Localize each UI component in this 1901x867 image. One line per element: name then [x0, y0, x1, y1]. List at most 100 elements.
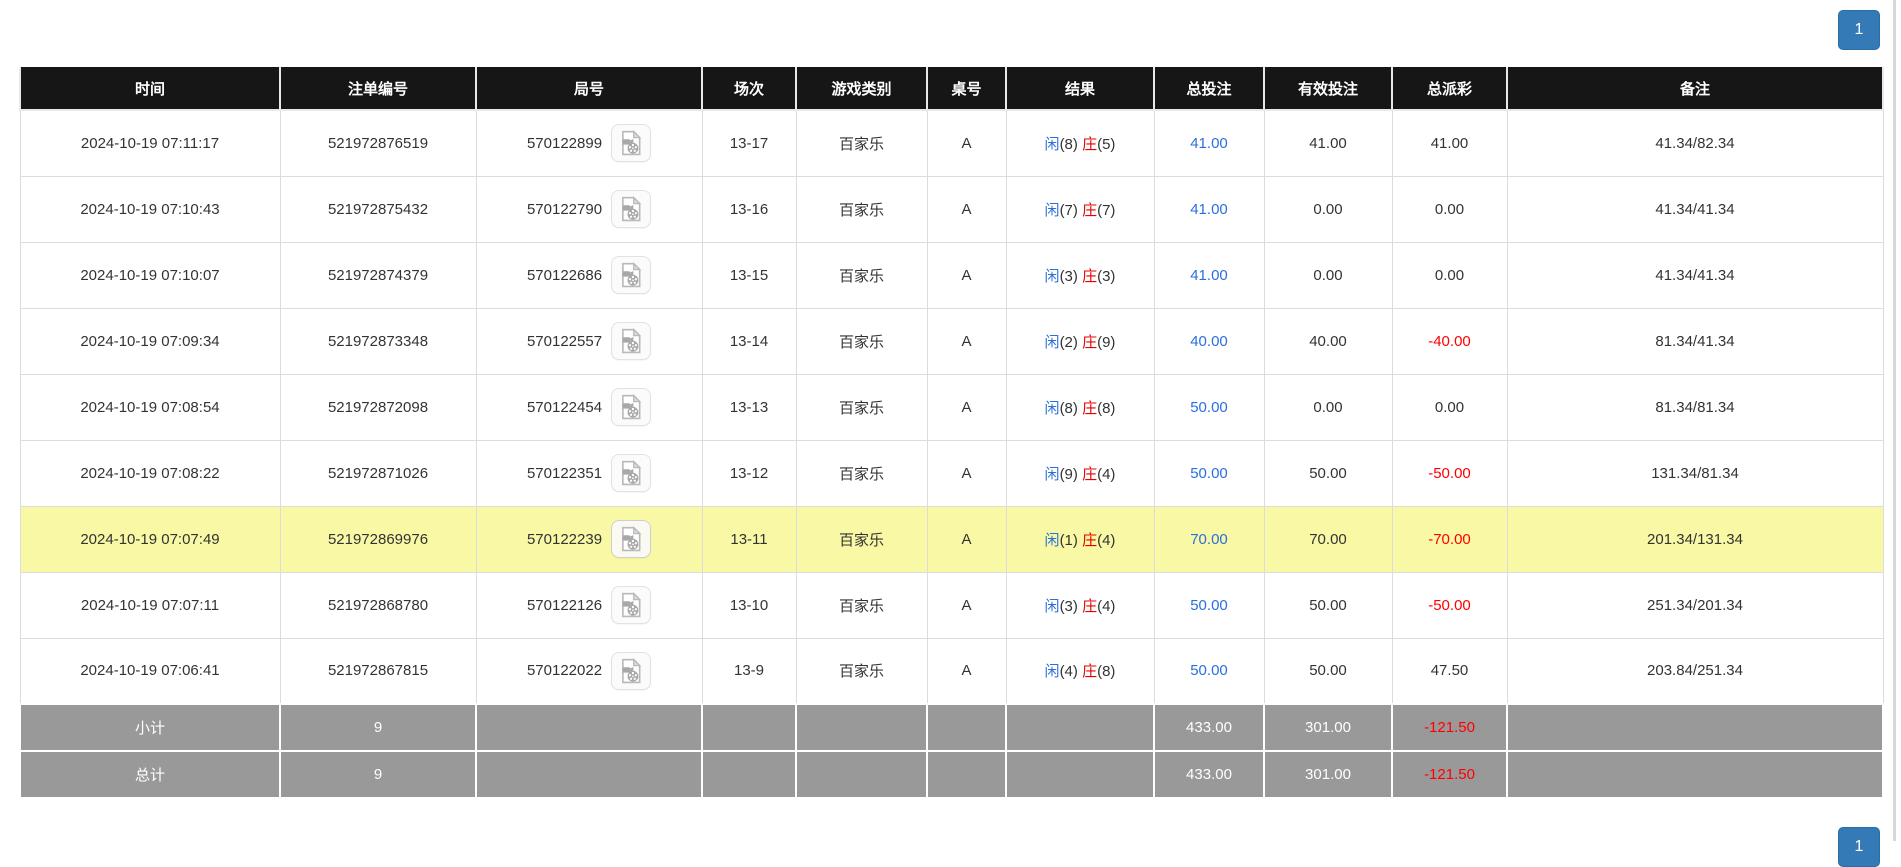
cell-valid-bet: 50.00 [1263, 637, 1393, 705]
cell-round-no: 570122899 [475, 109, 703, 177]
cell-total-payout: 0.00 [1391, 241, 1508, 309]
cell-total-bet: 50.00 [1153, 373, 1265, 441]
video-replay-button[interactable] [611, 256, 652, 294]
grand-total-row-valid-bet: 301.00 [1263, 750, 1393, 799]
cell-total-payout: 41.00 [1391, 109, 1508, 177]
cell-total-bet: 50.00 [1153, 439, 1265, 507]
cell-bet-no: 521972874379 [279, 241, 477, 309]
total-bet-link[interactable]: 40.00 [1190, 332, 1228, 350]
player-label: 闲 [1044, 201, 1060, 219]
banker-points: (4) [1097, 531, 1116, 549]
cell-game-type: 百家乐 [795, 637, 928, 705]
cell-game-type: 百家乐 [795, 109, 928, 177]
cell-valid-bet: 50.00 [1263, 571, 1393, 639]
round-no-text: 570122790 [526, 200, 603, 218]
player-label: 闲 [1044, 531, 1060, 549]
total-bet-link[interactable]: 41.00 [1190, 200, 1228, 218]
total-bet-link[interactable]: 50.00 [1190, 596, 1228, 614]
cell-valid-bet: 70.00 [1263, 505, 1393, 573]
pagination-page-1[interactable]: 1 [1838, 10, 1880, 50]
video-replay-button[interactable] [611, 388, 652, 426]
col-header-result: 结果 [1005, 67, 1155, 111]
cell-session: 13-12 [701, 439, 797, 507]
grand-total-row-total-bet: 433.00 [1153, 750, 1265, 799]
player-points: (9) [1059, 465, 1078, 483]
cell-bet-no: 521972876519 [279, 109, 477, 177]
round-no-text: 570122557 [526, 332, 603, 350]
video-replay-button[interactable] [611, 651, 652, 690]
cell-bet-no: 521972868780 [279, 571, 477, 639]
cell-remark: 131.34/81.34 [1506, 439, 1884, 507]
player-label: 闲 [1044, 135, 1060, 153]
player-points: (3) [1059, 267, 1078, 285]
total-bet-link[interactable]: 41.00 [1190, 266, 1228, 284]
subtotal-row-empty-remark [1506, 703, 1884, 752]
cell-bet-no: 521972871026 [279, 439, 477, 507]
video-file-icon [622, 394, 642, 420]
cell-result: 闲(2) 庄(9) [1005, 307, 1155, 375]
subtotal-row-label: 小计 [19, 703, 281, 752]
video-replay-button[interactable] [611, 586, 652, 624]
player-points: (7) [1059, 201, 1078, 219]
pagination-page-1-bottom[interactable]: 1 [1838, 827, 1880, 867]
subtotal-row-empty-cell-session [701, 703, 797, 752]
cell-time: 2024-10-19 07:08:54 [19, 373, 281, 441]
table-row: 2024-10-19 07:11:17 521972876519 570122899… [19, 109, 1884, 177]
cell-total-payout: 0.00 [1391, 373, 1508, 441]
video-replay-button[interactable] [611, 322, 652, 360]
col-header-total-payout: 总派彩 [1391, 67, 1508, 111]
total-bet-link[interactable]: 41.00 [1190, 134, 1228, 152]
video-file-icon [622, 526, 642, 552]
cell-game-type: 百家乐 [795, 505, 928, 573]
cell-session: 13-10 [701, 571, 797, 639]
video-replay-button[interactable] [611, 190, 652, 228]
total-bet-link[interactable]: 50.00 [1190, 398, 1228, 416]
grand-total-row-empty-cell-table-no [926, 750, 1007, 799]
cell-time: 2024-10-19 07:07:11 [19, 571, 281, 639]
total-bet-link[interactable]: 70.00 [1190, 530, 1228, 548]
video-replay-button[interactable] [611, 520, 652, 558]
subtotal-row-empty-cell-game-type [795, 703, 928, 752]
cell-game-type: 百家乐 [795, 373, 928, 441]
cell-round-no: 570122351 [475, 439, 703, 507]
cell-round-no: 570122790 [475, 175, 703, 243]
cell-valid-bet: 40.00 [1263, 307, 1393, 375]
cell-valid-bet: 0.00 [1263, 241, 1393, 309]
cell-round-no: 570122454 [475, 373, 703, 441]
video-replay-button[interactable] [611, 454, 652, 492]
cell-bet-no: 521972875432 [279, 175, 477, 243]
total-bet-link[interactable]: 50.00 [1190, 662, 1228, 680]
banker-points: (3) [1097, 267, 1116, 285]
cell-time: 2024-10-19 07:06:41 [19, 637, 281, 705]
player-points: (1) [1059, 531, 1078, 549]
cell-game-type: 百家乐 [795, 307, 928, 375]
cell-result: 闲(3) 庄(3) [1005, 241, 1155, 309]
cell-valid-bet: 0.00 [1263, 373, 1393, 441]
cell-remark: 41.34/82.34 [1506, 109, 1884, 177]
banker-label: 庄 [1082, 267, 1098, 285]
cell-remark: 251.34/201.34 [1506, 571, 1884, 639]
cell-round-no: 570122022 [475, 637, 703, 705]
cell-result: 闲(9) 庄(4) [1005, 439, 1155, 507]
cell-valid-bet: 50.00 [1263, 439, 1393, 507]
grand-total-row-empty-cell-result [1005, 750, 1155, 799]
banker-points: (4) [1097, 465, 1116, 483]
cell-table-no: A [926, 307, 1007, 375]
player-points: (8) [1059, 399, 1078, 417]
video-file-icon [622, 460, 642, 486]
cell-result: 闲(4) 庄(8) [1005, 637, 1155, 705]
player-points: (4) [1059, 663, 1078, 681]
video-file-icon [622, 592, 642, 618]
bet-records-table: 时间 注单编号 局号 场次 游戏类别 桌号 结果 总投注 有效投注 总派彩 备注 2024-10-1… [19, 67, 1884, 799]
player-points: (8) [1059, 135, 1078, 153]
banker-label: 庄 [1082, 333, 1098, 351]
cell-time: 2024-10-19 07:11:17 [19, 109, 281, 177]
cell-valid-bet: 0.00 [1263, 175, 1393, 243]
video-replay-button[interactable] [611, 124, 652, 163]
total-bet-link[interactable]: 50.00 [1190, 464, 1228, 482]
cell-round-no: 570122686 [475, 241, 703, 309]
col-header-game-type: 游戏类别 [795, 67, 928, 111]
video-file-icon [622, 196, 642, 222]
banker-label: 庄 [1082, 531, 1098, 549]
cell-valid-bet: 41.00 [1263, 109, 1393, 177]
